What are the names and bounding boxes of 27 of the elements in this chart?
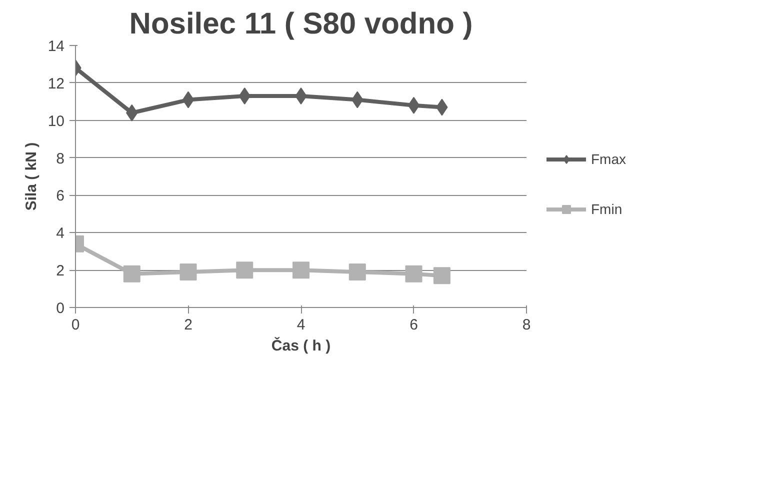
point — [182, 91, 194, 108]
x-tick-label: 2 — [184, 316, 192, 334]
y-tick-label: 2 — [56, 262, 64, 280]
x-tick-label: 8 — [522, 316, 531, 334]
y-tick-label: 10 — [48, 112, 65, 130]
point — [433, 267, 450, 284]
x-axis-title: Čas ( h ) — [271, 336, 331, 354]
point — [180, 263, 197, 280]
point — [408, 96, 420, 114]
chart-title: Nosilec 11 ( S80 vodno ) — [129, 8, 473, 40]
y-tick-label: 8 — [56, 150, 64, 168]
y-tick-label: 0 — [56, 300, 64, 317]
y-axis-title: Sila ( kN ) — [22, 142, 40, 211]
y-tick-label: 4 — [56, 225, 64, 242]
x-tick-label: 6 — [410, 316, 418, 334]
legend-label: Fmax — [591, 150, 626, 166]
y-tick-label: 12 — [48, 75, 65, 92]
point — [123, 265, 140, 282]
point — [348, 263, 366, 280]
point — [292, 262, 310, 279]
point — [236, 262, 254, 279]
x-tick-label: 4 — [296, 316, 306, 334]
y-tick-label: 6 — [56, 188, 64, 205]
y-tick-label: 14 — [48, 38, 65, 55]
point — [405, 265, 422, 282]
x-tick-label: 0 — [71, 316, 80, 334]
legend-label: Fmin — [591, 200, 622, 216]
